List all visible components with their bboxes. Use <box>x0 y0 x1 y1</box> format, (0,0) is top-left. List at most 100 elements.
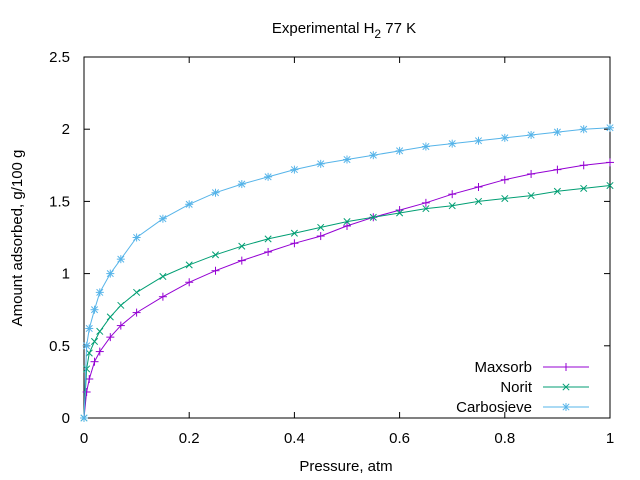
data-point <box>290 229 298 237</box>
series-line-maxsorb <box>83 161 611 419</box>
data-point <box>264 172 273 181</box>
data-point <box>395 146 404 155</box>
series-carbosieve <box>80 123 614 422</box>
legend-item-maxsorb: Maxsorb <box>474 359 589 376</box>
data-point <box>117 301 125 309</box>
data-point <box>106 269 115 278</box>
legend-label: Maxsorb <box>474 359 532 376</box>
x-tick-label: 0.8 <box>494 430 515 447</box>
data-point <box>422 205 430 213</box>
data-point <box>290 165 299 174</box>
data-point <box>316 159 325 168</box>
y-tick-label: 0 <box>62 410 70 427</box>
plot-frame <box>83 56 611 419</box>
data-point <box>116 255 125 264</box>
series-norit <box>80 181 614 422</box>
data-point <box>264 235 272 243</box>
data-point <box>474 182 483 191</box>
data-point <box>90 357 99 366</box>
legend-item-norit: Norit <box>500 379 589 396</box>
data-point <box>159 272 167 281</box>
y-tick-label: 1 <box>62 266 70 283</box>
data-point <box>185 261 193 269</box>
legend-label: Norit <box>500 379 533 396</box>
data-point <box>185 200 194 209</box>
data-point <box>85 349 93 357</box>
x-tick-label: 0.2 <box>179 430 200 447</box>
data-point <box>448 139 457 148</box>
data-point <box>527 192 535 200</box>
data-point <box>580 184 588 192</box>
data-point <box>606 181 614 190</box>
y-tick-label: 0.5 <box>49 338 70 355</box>
data-point <box>237 256 246 265</box>
data-point <box>553 187 561 195</box>
chart-title-subscript: 2 <box>374 27 381 41</box>
data-point <box>500 133 509 142</box>
data-point <box>237 180 246 189</box>
data-point <box>82 388 91 397</box>
data-point <box>317 223 325 231</box>
y-tick-label: 2.5 <box>49 49 70 66</box>
legend: Maxsorb Norit Carbosieve <box>456 359 589 416</box>
data-point <box>474 136 483 145</box>
data-point <box>211 251 220 259</box>
legend-label: Carbosieve <box>456 399 532 416</box>
data-point <box>238 242 246 250</box>
data-point <box>132 233 141 242</box>
y-axis-ticks: 0 0.5 1 1.5 2 2.5 <box>49 49 610 427</box>
data-point <box>343 155 351 164</box>
data-point <box>90 337 99 346</box>
data-point <box>579 161 588 170</box>
data-point <box>132 308 141 317</box>
data-point <box>606 123 614 132</box>
data-point <box>96 327 104 335</box>
x-tick-label: 1 <box>606 430 614 447</box>
data-point <box>527 169 536 178</box>
series-layer <box>80 123 614 422</box>
data-point <box>211 266 220 275</box>
x-tick-label: 0 <box>80 430 88 447</box>
data-point <box>95 288 104 297</box>
chart-title: Experimental H2 77 K <box>272 20 416 41</box>
series-maxsorb <box>80 158 614 422</box>
x-axis-label: Pressure, atm <box>299 458 392 475</box>
data-point <box>501 194 509 203</box>
data-point <box>421 142 430 151</box>
data-point <box>83 365 91 373</box>
data-point <box>606 158 614 167</box>
data-point <box>553 128 562 137</box>
data-point <box>369 151 378 160</box>
data-point <box>82 341 91 350</box>
data-point <box>343 221 351 230</box>
data-point <box>106 333 115 342</box>
data-point <box>474 197 483 205</box>
data-point <box>133 288 141 296</box>
legend-swatch-marker <box>562 403 570 411</box>
data-point <box>158 214 167 223</box>
data-point <box>106 313 114 321</box>
x-axis-ticks: 0 0.2 0.4 0.6 0.8 1 <box>80 57 614 447</box>
legend-swatch-marker <box>562 363 570 371</box>
data-point <box>396 209 404 217</box>
data-point <box>85 324 94 333</box>
y-axis-label: Amount adsorbed, g/100 g <box>9 150 26 327</box>
data-point <box>90 305 99 314</box>
series-line-carbosieve <box>83 127 611 419</box>
data-point <box>369 213 377 221</box>
data-point <box>553 165 562 174</box>
data-point <box>211 188 220 197</box>
data-point <box>85 375 94 384</box>
legend-item-carbosieve: Carbosieve <box>456 399 589 416</box>
x-tick-label: 0.6 <box>389 430 410 447</box>
data-point <box>527 130 536 139</box>
data-point <box>448 190 457 199</box>
y-tick-label: 2 <box>62 121 70 138</box>
legend-swatch-marker <box>562 383 570 391</box>
data-point <box>80 414 88 422</box>
data-point <box>448 202 456 210</box>
y-tick-label: 1.5 <box>49 193 70 210</box>
data-point <box>290 239 299 248</box>
data-point <box>421 198 430 207</box>
